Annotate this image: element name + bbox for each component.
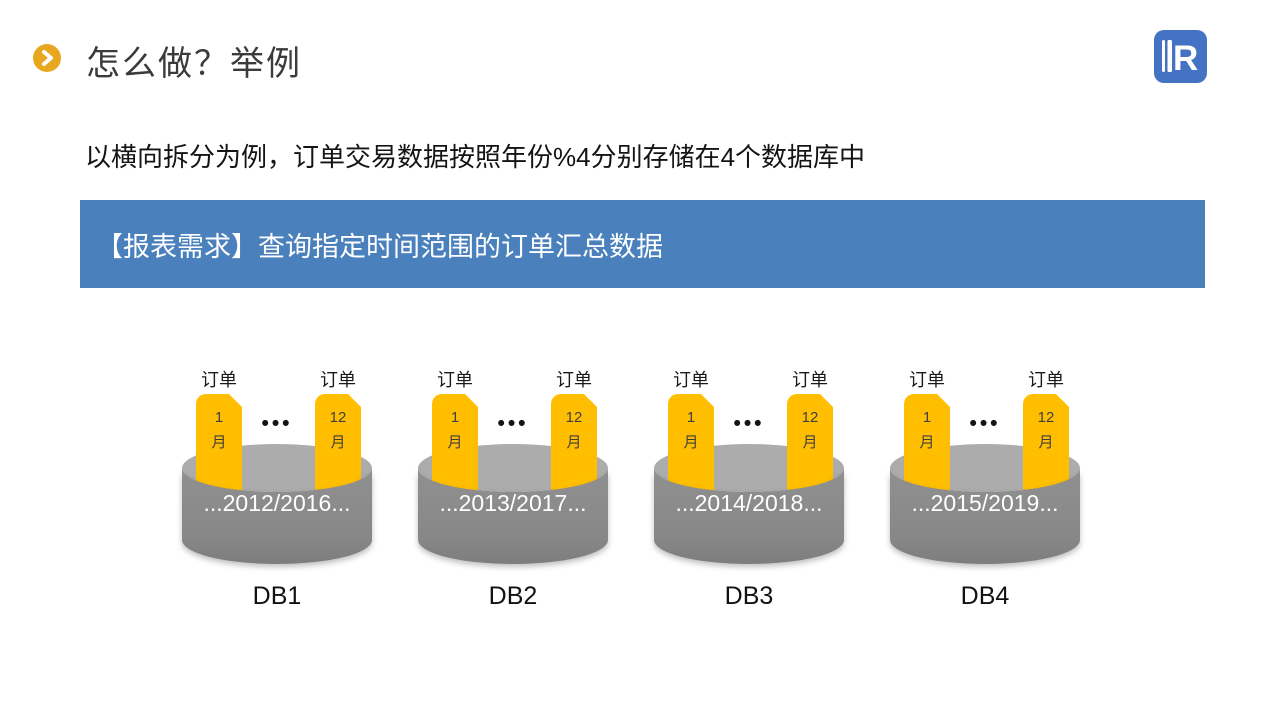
tab-line: 月: [919, 434, 935, 451]
month-tab-jan: 1 月: [432, 394, 478, 494]
order-table-label: 订单: [437, 370, 473, 390]
tab-line: 月: [447, 434, 463, 451]
tab-line: 1: [686, 409, 696, 426]
ellipsis-dots: •••: [497, 412, 529, 435]
cylinder-body: [890, 468, 1080, 564]
tab-line: 月: [1038, 434, 1054, 451]
order-table-label: 订单: [792, 370, 828, 390]
month-tab-dec: 12 月: [787, 394, 833, 494]
db-unit-1: 订单 订单 1 月 ••• 12 月 ...2012/2016... DB1: [182, 366, 372, 626]
year-range-label: ...2013/2017...: [439, 490, 587, 516]
month-tab-dec: 12 月: [1023, 394, 1069, 494]
tab-line: 1: [922, 409, 932, 426]
db-name-label: DB1: [252, 582, 302, 610]
tab-line: 月: [211, 434, 227, 451]
db-name-label: DB3: [724, 582, 774, 610]
tab-line: 月: [802, 434, 818, 451]
tab-line: 12: [801, 409, 819, 426]
svg-text:R: R: [1173, 39, 1198, 78]
month-tab-jan: 1 月: [904, 394, 950, 494]
db-unit-3: 订单 订单 1 月 ••• 12 月 ...2014/2018... DB3: [654, 366, 844, 626]
tab-line: 1: [450, 409, 460, 426]
tab-line: 12: [565, 409, 583, 426]
month-tab-dec: 12 月: [315, 394, 361, 494]
ellipsis-dots: •••: [969, 412, 1001, 435]
order-table-label: 订单: [909, 370, 945, 390]
requirement-banner-text: 【报表需求】查询指定时间范围的订单汇总数据: [96, 231, 663, 262]
cylinder-body: [418, 468, 608, 564]
cylinder-body: [182, 468, 372, 564]
db-unit-4: 订单 订单 1 月 ••• 12 月 ...2015/2019... DB4: [890, 366, 1080, 626]
ellipsis-dots: •••: [733, 412, 765, 435]
page-title: 怎么做？举例: [86, 45, 302, 83]
tab-line: 月: [683, 434, 699, 451]
database-shard-diagram: 订单 订单 1 月 ••• 12 月 ...2012/2016... DB1 订…: [0, 366, 1280, 656]
year-range-label: ...2015/2019...: [911, 490, 1059, 516]
tab-line: 1: [214, 409, 224, 426]
month-tab-jan: 1 月: [196, 394, 242, 494]
month-tab-dec: 12 月: [551, 394, 597, 494]
chevron-bullet-icon: [33, 44, 61, 72]
cylinder-body: [654, 468, 844, 564]
year-range-label: ...2014/2018...: [675, 490, 823, 516]
tab-line: 12: [329, 409, 347, 426]
order-table-label: 订单: [320, 370, 356, 390]
company-logo-icon: R: [1154, 30, 1207, 83]
ellipsis-dots: •••: [261, 412, 293, 435]
order-table-label: 订单: [556, 370, 592, 390]
year-range-label: ...2012/2016...: [203, 490, 351, 516]
db-name-label: DB4: [960, 582, 1010, 610]
db-unit-2: 订单 订单 1 月 ••• 12 月 ...2013/2017... DB2: [418, 366, 608, 626]
month-tab-jan: 1 月: [668, 394, 714, 494]
subtitle-text: 以横向拆分为例，订单交易数据按照年份%4分别存储在4个数据库中: [85, 142, 866, 172]
order-table-label: 订单: [673, 370, 709, 390]
requirement-banner: 【报表需求】查询指定时间范围的订单汇总数据: [80, 200, 1205, 288]
tab-line: 月: [330, 434, 346, 451]
order-table-label: 订单: [201, 370, 237, 390]
tab-line: 月: [566, 434, 582, 451]
order-table-label: 订单: [1028, 370, 1064, 390]
tab-line: 12: [1037, 409, 1055, 426]
db-name-label: DB2: [488, 582, 538, 610]
